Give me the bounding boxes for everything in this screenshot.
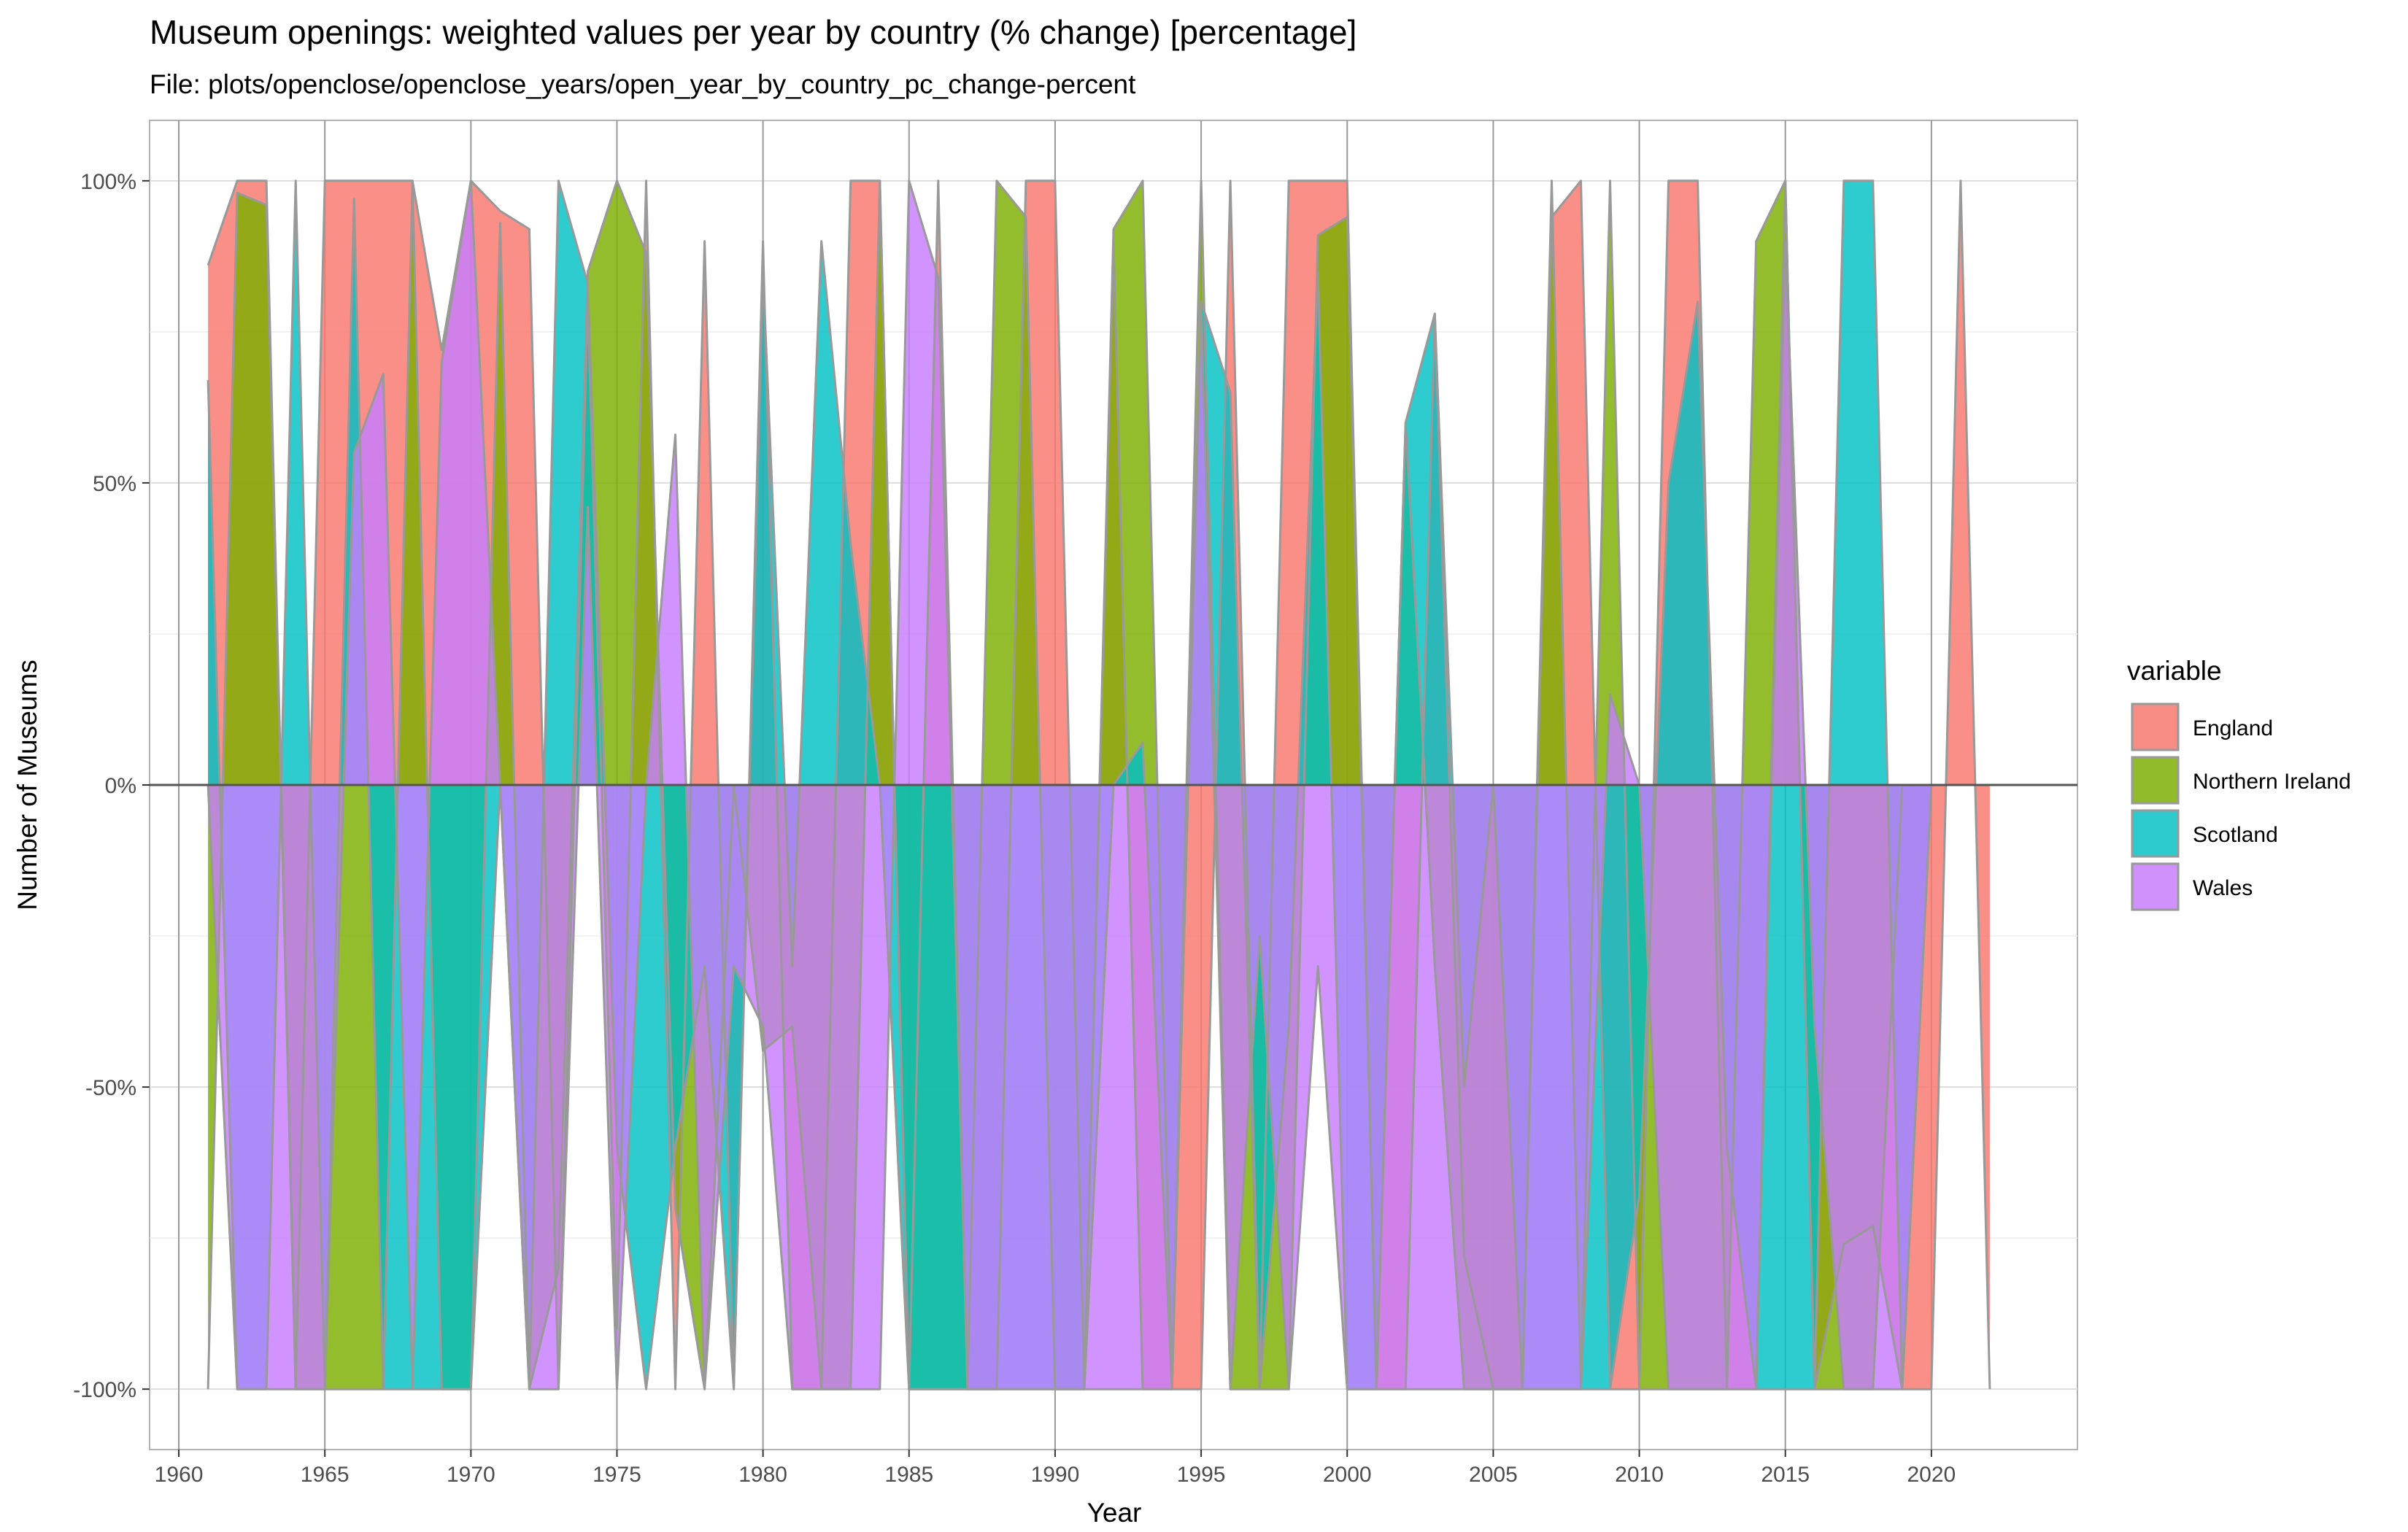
legend-title: variable bbox=[2127, 656, 2222, 686]
legend-swatch-scotland bbox=[2131, 809, 2180, 858]
legend-swatch-england bbox=[2131, 703, 2180, 751]
legend-swatch-wales bbox=[2131, 862, 2180, 911]
y-axis-title: Number of Museums bbox=[12, 659, 42, 910]
y-tick-label: 0% bbox=[105, 774, 136, 798]
x-tick-label: 1970 bbox=[447, 1463, 495, 1487]
x-tick-label: 1980 bbox=[738, 1463, 787, 1487]
x-tick-label: 2015 bbox=[1761, 1463, 1810, 1487]
y-axis: -100% -50% 0% 50% 100% bbox=[73, 170, 150, 1402]
x-axis-title: Year bbox=[1087, 1498, 1142, 1528]
x-tick-label: 1975 bbox=[593, 1463, 641, 1487]
x-tick-label: 2000 bbox=[1323, 1463, 1372, 1487]
legend: England Northern Ireland Scotland Wales bbox=[2131, 703, 2351, 911]
chart-subtitle: File: plots/openclose/openclose_years/op… bbox=[150, 69, 1136, 99]
y-tick-label: 100% bbox=[80, 170, 136, 194]
legend-label: Scotland bbox=[2193, 823, 2278, 847]
legend-label: Northern Ireland bbox=[2193, 770, 2351, 794]
y-tick-label: -50% bbox=[85, 1076, 136, 1100]
chart-title: Museum openings: weighted values per yea… bbox=[150, 13, 1357, 51]
legend-label: England bbox=[2193, 716, 2273, 740]
legend-label: Wales bbox=[2193, 876, 2253, 900]
x-tick-label: 1995 bbox=[1177, 1463, 1226, 1487]
x-tick-label: 2010 bbox=[1615, 1463, 1664, 1487]
x-tick-label: 2020 bbox=[1907, 1463, 1956, 1487]
x-tick-label: 1960 bbox=[155, 1463, 204, 1487]
x-tick-label: 2005 bbox=[1469, 1463, 1518, 1487]
y-tick-label: 50% bbox=[93, 472, 136, 496]
x-tick-label: 1965 bbox=[301, 1463, 350, 1487]
area-outline-wales bbox=[207, 179, 1990, 1390]
x-tick-label: 1985 bbox=[884, 1463, 933, 1487]
y-tick-label: -100% bbox=[73, 1378, 136, 1402]
x-tick-label: 1990 bbox=[1031, 1463, 1080, 1487]
legend-swatch-northern-ireland bbox=[2131, 756, 2180, 805]
x-axis: 1960 1965 1970 1975 1980 1985 1990 1995 2000 2005… bbox=[155, 1450, 1956, 1487]
